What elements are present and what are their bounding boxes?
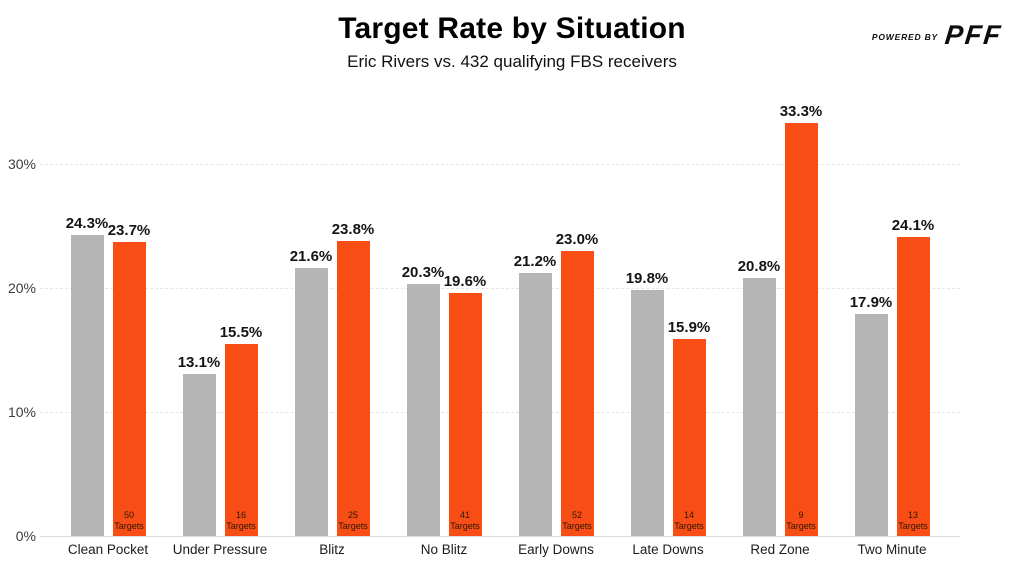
- bar-value-label-gray-two-minute: 17.9%: [849, 294, 893, 312]
- bar-orange-under-pressure: [224, 343, 258, 536]
- target-word: Targets: [114, 520, 144, 531]
- target-count: 13: [907, 510, 918, 520]
- x-axis-label-late-downs: Late Downs: [632, 542, 704, 557]
- bar-gray-no-blitz: [406, 284, 440, 536]
- bar-orange-late-downs: [672, 338, 706, 536]
- bar-value-label-orange-two-minute: 24.1%: [891, 217, 935, 235]
- gridline-20%: [40, 288, 960, 289]
- target-count: 52: [571, 510, 582, 520]
- bar-orange-no-blitz: [448, 292, 482, 536]
- bar-orange-clean-pocket: [112, 242, 146, 536]
- bar-gray-blitz: [294, 268, 328, 536]
- gridline-30%: [40, 164, 960, 165]
- bar-gray-red-zone: [742, 278, 776, 536]
- target-word: Targets: [898, 520, 928, 531]
- bar-gray-late-downs: [630, 290, 664, 536]
- x-axis-label-under-pressure: Under Pressure: [172, 542, 268, 557]
- bar-orange-early-downs: [560, 250, 594, 536]
- bar-value-label-gray-clean-pocket: 24.3%: [65, 214, 109, 232]
- bar-value-label-gray-early-downs: 21.2%: [513, 253, 557, 271]
- target-count: 25: [347, 510, 358, 520]
- target-word: Targets: [226, 520, 256, 531]
- powered-by-label: POWERED BY: [871, 31, 938, 42]
- bar-targets-label-clean-pocket: 50 Targets: [101, 510, 157, 531]
- y-axis-tick-label: 20%: [7, 280, 36, 296]
- bar-value-label-gray-late-downs: 19.8%: [625, 270, 669, 288]
- bar-value-label-gray-under-pressure: 13.1%: [177, 353, 221, 371]
- x-axis-label-red-zone: Red Zone: [750, 542, 810, 557]
- bar-value-label-gray-red-zone: 20.8%: [737, 258, 781, 276]
- bar-targets-label-blitz: 25 Targets: [325, 510, 381, 531]
- bar-value-label-gray-blitz: 21.6%: [289, 248, 333, 266]
- bar-orange-red-zone: [784, 123, 818, 536]
- bar-targets-label-two-minute: 13 Targets: [885, 510, 941, 531]
- gridline-10%: [40, 412, 960, 413]
- target-count: 16: [235, 510, 246, 520]
- bar-gray-two-minute: [854, 314, 888, 536]
- target-count: 50: [123, 510, 134, 520]
- bar-targets-label-early-downs: 52 Targets: [549, 510, 605, 531]
- bar-value-label-orange-red-zone: 33.3%: [779, 103, 823, 121]
- y-axis-tick-label: 10%: [7, 404, 36, 420]
- target-word: Targets: [786, 520, 816, 531]
- bar-targets-label-no-blitz: 41 Targets: [437, 510, 493, 531]
- bar-targets-label-under-pressure: 16 Targets: [213, 510, 269, 531]
- bar-value-label-gray-no-blitz: 20.3%: [401, 264, 445, 282]
- bar-targets-label-red-zone: 9 Targets: [773, 510, 829, 531]
- bar-orange-two-minute: [896, 237, 930, 536]
- target-word: Targets: [674, 520, 704, 531]
- target-count: 14: [683, 510, 694, 520]
- bar-gray-clean-pocket: [70, 234, 104, 536]
- bar-gray-early-downs: [518, 273, 552, 536]
- target-word: Targets: [450, 520, 480, 531]
- target-word: Targets: [338, 520, 368, 531]
- bar-targets-label-late-downs: 14 Targets: [661, 510, 717, 531]
- bar-value-label-orange-no-blitz: 19.6%: [443, 272, 487, 290]
- target-word: Targets: [562, 520, 592, 531]
- bar-value-label-orange-under-pressure: 15.5%: [219, 323, 263, 341]
- bar-value-label-orange-clean-pocket: 23.7%: [107, 222, 151, 240]
- bar-value-label-orange-late-downs: 15.9%: [667, 318, 711, 336]
- x-axis-label-clean-pocket: Clean Pocket: [67, 542, 149, 557]
- bar-value-label-orange-blitz: 23.8%: [331, 220, 375, 238]
- pff-brand-lockup: POWERED BY PFF: [871, 20, 1004, 50]
- bar-gray-under-pressure: [182, 373, 216, 536]
- y-axis-tick-label: 30%: [7, 156, 36, 172]
- x-axis-label-two-minute: Two Minute: [857, 542, 927, 557]
- target-count: 41: [459, 510, 470, 520]
- bar-value-label-orange-early-downs: 23.0%: [555, 230, 599, 248]
- x-axis-label-blitz: Blitz: [319, 542, 345, 557]
- y-axis-tick-label: 0%: [15, 528, 36, 544]
- x-axis-label-early-downs: Early Downs: [518, 542, 594, 557]
- x-axis-label-no-blitz: No Blitz: [420, 542, 468, 557]
- target-count: 9: [798, 510, 804, 520]
- gridline-0%: [40, 536, 960, 537]
- chart-title: Target Rate by Situation: [338, 12, 686, 45]
- chart-subtitle: Eric Rivers vs. 432 qualifying FBS recei…: [347, 52, 677, 71]
- bar-orange-blitz: [336, 240, 370, 536]
